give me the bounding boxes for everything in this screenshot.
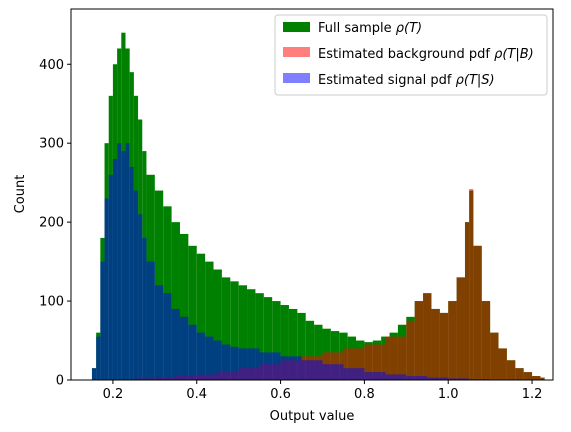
ticks-layer: 0.2 0.4 0.6 0.8 1.0 1.2 0 100 200 300 400 xyxy=(39,58,542,402)
bar-full-sample-18 xyxy=(188,245,197,380)
bar-estimated-background-pdf-15 xyxy=(406,320,415,380)
bar-full-sample-16 xyxy=(171,222,180,380)
legend-swatch-signal xyxy=(283,73,310,83)
bar-full-sample-28 xyxy=(272,301,281,380)
legend: Full sample ρ(T) Estimated background pd… xyxy=(274,14,548,96)
bar-estimated-background-pdf-17 xyxy=(423,293,432,380)
y-tick-label: 300 xyxy=(39,137,64,152)
bar-estimated-signal-pdf-31 xyxy=(385,374,407,380)
bar-full-sample-25 xyxy=(247,289,256,380)
bar-estimated-signal-pdf-12 xyxy=(142,237,147,380)
bar-estimated-signal-pdf-18 xyxy=(188,324,197,380)
bar-estimated-signal-pdf-10 xyxy=(133,190,139,380)
bar-estimated-background-pdf-25 xyxy=(481,301,491,380)
x-axis-label: Output value xyxy=(270,409,355,424)
x-tick-label: 1.2 xyxy=(522,387,543,402)
bar-estimated-signal-pdf-25 xyxy=(259,352,281,380)
bar-full-sample-27 xyxy=(263,297,273,380)
bar-full-sample-32 xyxy=(305,320,315,380)
bar-full-sample-24 xyxy=(238,285,248,380)
bar-estimated-signal-pdf-14 xyxy=(154,285,164,380)
bar-full-sample-21 xyxy=(213,269,222,380)
legend-label-background: Estimated background pdf ρ(T|B) xyxy=(318,47,534,62)
bar-estimated-signal-pdf-23 xyxy=(230,346,239,380)
bar-estimated-signal-pdf-5 xyxy=(112,158,118,380)
x-tick-label: 0.4 xyxy=(186,387,207,402)
bar-estimated-background-pdf-16 xyxy=(414,301,424,380)
bar-estimated-signal-pdf-17 xyxy=(179,316,189,380)
bar-full-sample-19 xyxy=(196,253,206,380)
bar-estimated-signal-pdf-30 xyxy=(364,372,386,380)
x-tick-label: 0.2 xyxy=(103,387,124,402)
legend-swatch-full-sample xyxy=(283,22,310,32)
bar-estimated-signal-pdf-24 xyxy=(238,348,260,380)
y-tick-label: 200 xyxy=(39,216,64,231)
bar-estimated-signal-pdf-1 xyxy=(96,336,101,380)
bar-estimated-background-pdf-19 xyxy=(439,312,449,380)
y-tick-label: 0 xyxy=(56,374,64,389)
bar-full-sample-22 xyxy=(221,277,231,380)
bar-estimated-signal-pdf-8 xyxy=(125,143,130,380)
bar-estimated-signal-pdf-3 xyxy=(104,198,109,380)
x-tick-label: 0.6 xyxy=(270,387,291,402)
bar-estimated-background-pdf-20 xyxy=(448,301,457,380)
bar-estimated-signal-pdf-15 xyxy=(163,293,172,380)
legend-label-signal: Estimated signal pdf ρ(T|S) xyxy=(318,73,495,88)
bar-estimated-signal-pdf-34 xyxy=(448,378,470,380)
bar-estimated-signal-pdf-22 xyxy=(221,344,231,380)
bar-full-sample-26 xyxy=(255,293,264,380)
bar-estimated-signal-pdf-21 xyxy=(213,340,222,380)
bar-estimated-background-pdf-27 xyxy=(498,348,507,380)
bar-full-sample-33 xyxy=(314,324,323,380)
bar-full-sample-20 xyxy=(205,261,214,380)
legend-box xyxy=(274,14,548,96)
x-tick-label: 1.0 xyxy=(438,387,459,402)
bar-estimated-background-pdf-28 xyxy=(506,360,516,380)
bar-estimated-signal-pdf-4 xyxy=(108,174,113,380)
bar-estimated-signal-pdf-11 xyxy=(138,214,143,380)
bar-estimated-signal-pdf-33 xyxy=(427,377,449,380)
y-axis-label: Count xyxy=(13,175,28,214)
bar-estimated-background-pdf-13 xyxy=(364,344,386,380)
y-tick-label: 100 xyxy=(39,295,64,310)
bar-full-sample-31 xyxy=(297,312,306,380)
bar-estimated-background-pdf-24 xyxy=(473,245,482,380)
y-tick-label: 400 xyxy=(39,58,64,73)
bar-estimated-signal-pdf-28 xyxy=(322,364,344,380)
legend-swatch-background xyxy=(283,47,310,57)
bar-estimated-background-pdf-26 xyxy=(490,332,499,380)
bar-estimated-signal-pdf-7 xyxy=(121,151,126,380)
bar-estimated-background-pdf-14 xyxy=(385,336,407,380)
bar-estimated-background-pdf-32 xyxy=(540,377,545,380)
bar-estimated-signal-pdf-27 xyxy=(301,360,323,380)
bar-full-sample-17 xyxy=(179,233,189,380)
plot-frame xyxy=(70,8,554,381)
bar-full-sample-29 xyxy=(280,305,289,380)
x-tick-label: 0.8 xyxy=(354,387,375,402)
bar-estimated-signal-pdf-19 xyxy=(196,332,206,380)
bar-estimated-background-pdf-30 xyxy=(523,372,533,380)
bar-estimated-background-pdf-22 xyxy=(464,222,470,380)
bar-estimated-background-pdf-18 xyxy=(431,308,440,380)
bar-estimated-signal-pdf-26 xyxy=(280,356,302,380)
bar-estimated-background-pdf-31 xyxy=(532,376,541,380)
bar-estimated-signal-pdf-0 xyxy=(91,368,97,380)
bar-estimated-background-pdf-29 xyxy=(515,368,524,380)
bar-estimated-signal-pdf-32 xyxy=(406,376,428,380)
legend-label-full-sample: Full sample ρ(T) xyxy=(318,21,422,36)
bar-estimated-signal-pdf-20 xyxy=(205,336,214,380)
bar-estimated-signal-pdf-2 xyxy=(100,261,105,380)
bar-estimated-background-pdf-21 xyxy=(456,277,465,380)
bar-estimated-signal-pdf-6 xyxy=(117,143,122,380)
bar-estimated-signal-pdf-13 xyxy=(146,261,155,380)
bar-full-sample-23 xyxy=(230,281,239,380)
bars-layer xyxy=(91,32,545,380)
bar-estimated-signal-pdf-29 xyxy=(343,368,365,380)
bar-estimated-signal-pdf-9 xyxy=(129,166,134,380)
bar-estimated-background-pdf-23 xyxy=(469,188,474,380)
bar-estimated-signal-pdf-16 xyxy=(171,308,180,380)
bar-full-sample-30 xyxy=(288,308,298,380)
